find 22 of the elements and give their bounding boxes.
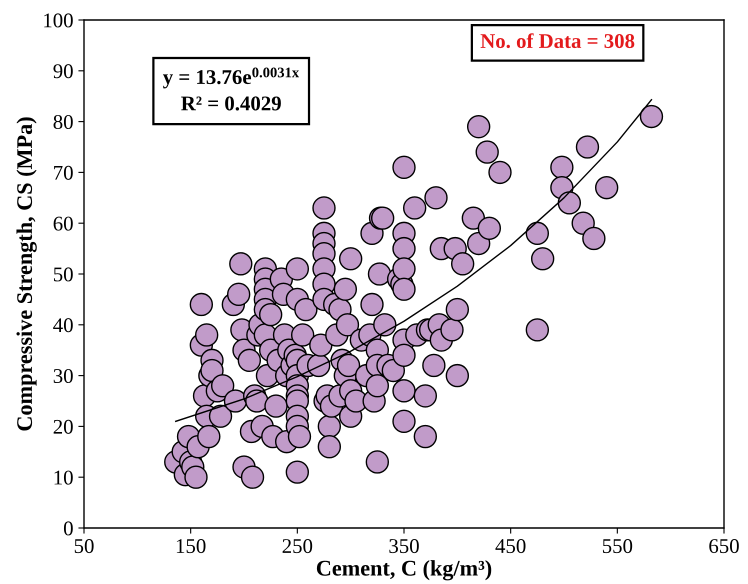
annotation: No. of Data = 308 bbox=[480, 33, 634, 48]
y-tick-label: 30 bbox=[54, 368, 73, 384]
x-axis-title: Cement, C (kg/m³) bbox=[316, 560, 492, 580]
text: y = 13.76e$^{0.0031x}$ R² = 0.4029 bbox=[162, 68, 300, 111]
y-tick-label: 40 bbox=[53, 318, 73, 332]
x-tick-label: 50 bbox=[74, 539, 94, 554]
y-tick-label: 100 bbox=[44, 13, 73, 28]
y-tick-label: 0 bbox=[64, 521, 73, 536]
x-tick-label: 250 bbox=[282, 539, 312, 554]
y-tick-label: 20 bbox=[54, 420, 73, 434]
y-tick-label: 80 bbox=[54, 114, 73, 130]
y-tick-label: 90 bbox=[53, 64, 73, 78]
y-tick-label: 50 bbox=[54, 267, 73, 282]
x-tick-label: 150 bbox=[176, 539, 206, 554]
x-tick-label: 650 bbox=[709, 539, 739, 554]
y-tick-label: 70 bbox=[54, 166, 73, 180]
y-tick-label: 60 bbox=[54, 216, 73, 231]
x-tick-label: 550 bbox=[602, 539, 632, 554]
x-tick-label: 450 bbox=[495, 539, 526, 554]
y-tick-label: 10 bbox=[54, 470, 73, 485]
x-tick-label: 350 bbox=[389, 539, 419, 554]
y-axis-title: Compressive Strength, CS (MPa) bbox=[16, 117, 37, 431]
